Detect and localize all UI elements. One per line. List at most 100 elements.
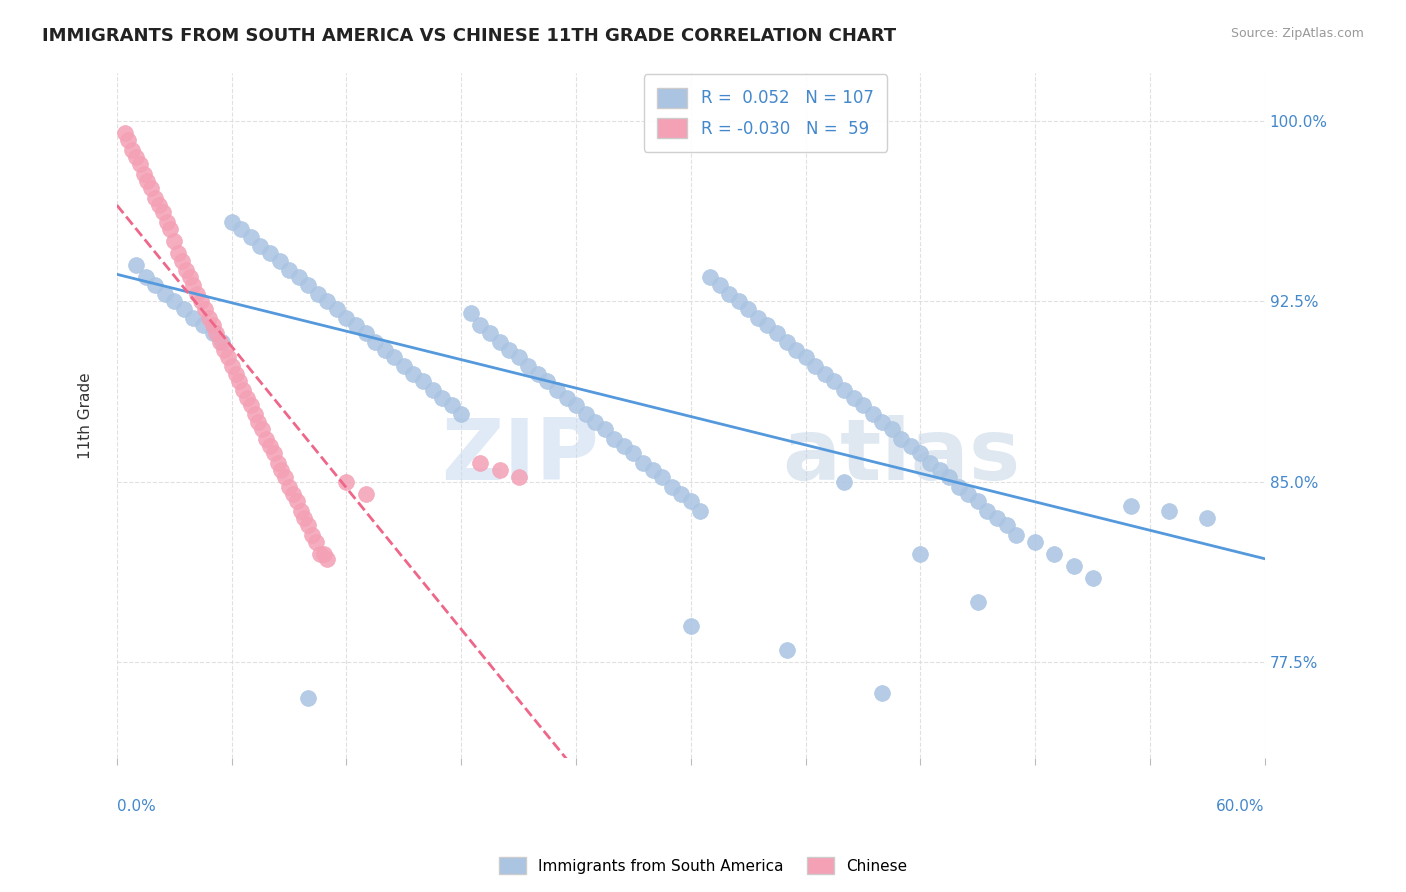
Point (153, 287, 176, 301)
Point (117, 133, 139, 147)
Point (918, 456, 941, 470)
Point (1043, 547, 1066, 561)
Point (1063, 558, 1085, 573)
Point (527, 367, 550, 381)
Point (832, 475, 855, 489)
Point (470, 456, 492, 470)
Point (297, 518, 319, 533)
Point (217, 350, 239, 364)
Point (128, 157, 150, 171)
Point (880, 422, 903, 436)
Point (136, 174, 159, 188)
Point (832, 384, 855, 398)
Point (247, 415, 270, 429)
Point (555, 391, 578, 405)
Point (470, 318, 492, 333)
Point (354, 487, 377, 501)
Point (191, 318, 214, 333)
Point (699, 270, 721, 285)
Point (239, 398, 262, 412)
Point (114, 126, 136, 140)
Point (852, 398, 875, 412)
Point (488, 335, 510, 350)
Point (392, 359, 415, 374)
Point (412, 374, 434, 388)
Point (301, 527, 323, 541)
Point (775, 643, 797, 657)
Point (152, 205, 174, 219)
Point (948, 480, 970, 494)
Point (890, 432, 912, 446)
Text: ZIP: ZIP (441, 416, 599, 499)
Point (125, 150, 148, 164)
Point (966, 595, 988, 609)
Point (335, 475, 357, 489)
Point (290, 503, 312, 517)
Point (212, 343, 235, 357)
Point (221, 215, 243, 229)
Point (938, 470, 960, 484)
Point (316, 294, 339, 309)
Point (430, 391, 453, 405)
Point (508, 470, 530, 484)
Point (478, 326, 501, 340)
Point (163, 235, 186, 249)
Text: 60.0%: 60.0% (1216, 799, 1265, 814)
Point (190, 294, 212, 309)
Point (278, 480, 301, 494)
Point (183, 311, 205, 326)
Point (354, 326, 377, 340)
Point (775, 335, 797, 350)
Point (613, 439, 636, 453)
Point (278, 263, 301, 277)
Point (661, 480, 683, 494)
Point (804, 359, 827, 374)
Point (326, 301, 349, 316)
Point (402, 367, 425, 381)
Point (440, 398, 463, 412)
Legend: R =  0.052   N = 107, R = -0.030   N =  59: R = 0.052 N = 107, R = -0.030 N = 59 (644, 74, 887, 152)
Point (335, 311, 357, 326)
Point (641, 463, 664, 477)
Point (976, 503, 998, 517)
Point (546, 384, 568, 398)
Text: atlas: atlas (783, 416, 1021, 499)
Point (565, 398, 588, 412)
Point (957, 487, 980, 501)
Point (679, 494, 702, 508)
Point (307, 287, 329, 301)
Point (900, 439, 922, 453)
Point (651, 470, 673, 484)
Point (842, 391, 865, 405)
Point (159, 222, 181, 236)
Point (460, 306, 482, 320)
Point (211, 335, 233, 350)
Point (1081, 571, 1104, 585)
Point (910, 446, 932, 460)
Point (239, 229, 262, 244)
Point (143, 191, 166, 205)
Point (1024, 535, 1046, 549)
Point (167, 246, 190, 260)
Point (727, 294, 749, 309)
Point (141, 181, 163, 195)
Point (194, 301, 217, 316)
Point (270, 463, 292, 477)
Point (132, 167, 155, 181)
Point (966, 494, 988, 508)
Point (174, 263, 197, 277)
Point (252, 422, 274, 436)
Point (231, 222, 253, 236)
Point (671, 487, 693, 501)
Point (450, 408, 472, 422)
Point (928, 463, 950, 477)
Point (794, 350, 817, 364)
Point (170, 253, 193, 268)
Point (862, 408, 884, 422)
Point (382, 350, 405, 364)
Point (756, 318, 779, 333)
Point (747, 311, 769, 326)
Y-axis label: 11th Grade: 11th Grade (79, 372, 93, 459)
Point (488, 463, 510, 477)
Point (236, 391, 259, 405)
